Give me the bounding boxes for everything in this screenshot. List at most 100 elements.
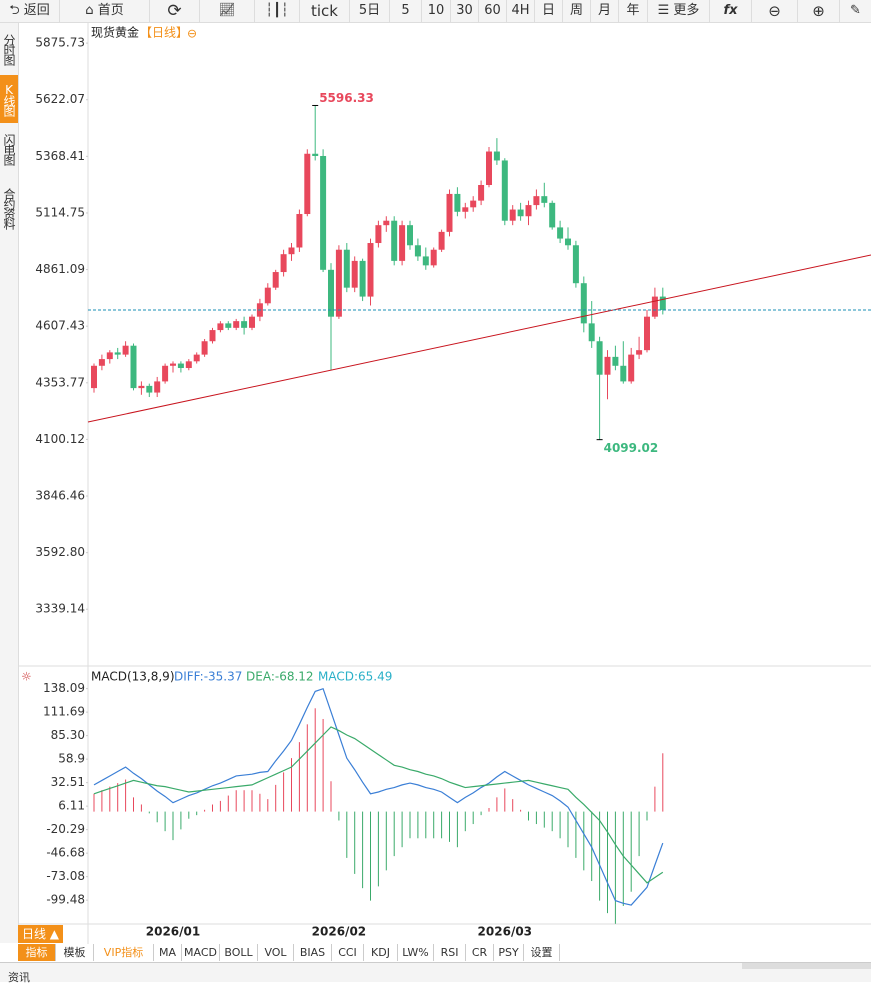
y-tick-label: 5368.41 bbox=[35, 149, 85, 163]
side-tab[interactable]: 分时图 bbox=[2, 34, 16, 64]
more-button[interactable]: ☰ 更多 bbox=[648, 0, 710, 22]
candle-body bbox=[272, 272, 279, 288]
period-30[interactable]: 30 bbox=[451, 0, 479, 22]
candle-body bbox=[375, 225, 382, 244]
period-60[interactable]: 60 bbox=[479, 0, 507, 22]
candle-body bbox=[493, 151, 500, 161]
period-10[interactable]: 10 bbox=[422, 0, 451, 22]
period-year[interactable]: 年 bbox=[619, 0, 648, 22]
y-tick-label: 4607.43 bbox=[35, 319, 85, 333]
side-tabs: 分时图 K线图 闪电图 合约资料 bbox=[0, 23, 19, 943]
draw-button[interactable]: ✎ bbox=[850, 3, 861, 18]
y-tick-label: -46.68 bbox=[46, 846, 85, 860]
candle-body bbox=[470, 200, 477, 208]
indicator-tab[interactable]: BOLL bbox=[220, 944, 258, 961]
macd-title: MACD(13,8,9) bbox=[91, 670, 175, 684]
y-tick-label: 5875.73 bbox=[35, 36, 85, 50]
period-5[interactable]: 5 bbox=[390, 0, 422, 22]
period-4h[interactable]: 4H bbox=[507, 0, 535, 22]
candle-body bbox=[138, 385, 145, 389]
period-month[interactable]: 月 bbox=[591, 0, 619, 22]
candle-body bbox=[98, 359, 105, 366]
macd-line bbox=[93, 687, 664, 906]
candle-body bbox=[343, 249, 350, 288]
zoom-out-button[interactable]: ⊖ bbox=[752, 0, 798, 22]
indicator-tab[interactable]: KDJ bbox=[364, 944, 398, 961]
candle-body bbox=[478, 185, 485, 201]
candle-body bbox=[114, 352, 121, 355]
indicator-tab[interactable]: MACD bbox=[182, 944, 220, 961]
y-tick-label: 3846.46 bbox=[35, 489, 85, 503]
formula-button[interactable]: fx bbox=[710, 0, 752, 22]
indicator-tab[interactable]: CR bbox=[466, 944, 494, 961]
candle-body bbox=[636, 350, 643, 355]
y-tick-label: -20.29 bbox=[46, 822, 85, 836]
y-tick-label: 5114.75 bbox=[35, 205, 85, 219]
candle-body bbox=[351, 260, 358, 288]
period-tick[interactable]: tick bbox=[300, 0, 350, 22]
indicator-tab[interactable]: MA bbox=[154, 944, 182, 961]
period-week[interactable]: 周 bbox=[563, 0, 591, 22]
candle-body bbox=[225, 323, 232, 328]
candle-body bbox=[572, 245, 579, 284]
chart-type-button[interactable]: 📈︎ bbox=[200, 0, 255, 22]
candle-type-button[interactable]: ┆┃┆ bbox=[255, 0, 300, 22]
candle-body bbox=[588, 323, 595, 342]
candle-body bbox=[328, 269, 334, 317]
y-tick-label: 5622.07 bbox=[35, 92, 85, 106]
candle-body bbox=[628, 354, 635, 382]
indicator-tab[interactable]: PSY bbox=[494, 944, 524, 961]
y-tick-label: -73.08 bbox=[46, 869, 85, 883]
footer-bar: 资讯 bbox=[0, 962, 871, 984]
side-tab[interactable]: 合约资料 bbox=[2, 188, 16, 228]
indicator-tab[interactable]: VIP指标 bbox=[94, 944, 154, 961]
chart-subtitle: 【日线】 bbox=[140, 26, 188, 40]
toolbar: ⮌ 返回 ⌂ 首页 ⟳ 📈︎ ┆┃┆ tick 5日 5 10 30 60 4H… bbox=[0, 0, 871, 23]
home-button[interactable]: ⌂ 首页 bbox=[60, 0, 150, 22]
indicator-tab[interactable]: BIAS bbox=[294, 944, 332, 961]
indicator-tab[interactable]: 指标 bbox=[18, 944, 56, 961]
y-tick-label: 3339.14 bbox=[35, 602, 85, 616]
candle-body bbox=[359, 260, 366, 297]
candle-body bbox=[217, 323, 224, 331]
x-tick-label: 2026/01 bbox=[146, 925, 200, 939]
period-selector[interactable]: 日线 ▲ bbox=[18, 925, 63, 943]
chart: 现货黄金 【日线】⊖ 5875.73 5622.07 5368.41 5114.75 486… bbox=[18, 23, 871, 944]
candle-body bbox=[154, 381, 161, 393]
indicator-tab[interactable]: 模板 bbox=[56, 944, 94, 961]
zoom-in-button[interactable]: ⊕ bbox=[798, 0, 840, 22]
candle-body bbox=[525, 205, 532, 217]
back-button[interactable]: ⮌ 返回 bbox=[0, 0, 60, 22]
side-tab[interactable]: 闪电图 bbox=[2, 134, 16, 164]
candle-body bbox=[486, 151, 492, 185]
candle-body bbox=[130, 345, 137, 389]
macd-line bbox=[93, 726, 664, 884]
candle-body bbox=[91, 365, 97, 389]
candle-body bbox=[430, 249, 437, 266]
candle-body bbox=[280, 254, 287, 273]
candle-body bbox=[264, 287, 271, 304]
candle-body bbox=[146, 385, 153, 393]
candle-body bbox=[501, 160, 508, 221]
candle-body bbox=[557, 227, 564, 239]
y-tick-label: 111.69 bbox=[43, 705, 85, 719]
candle-body bbox=[454, 193, 461, 212]
period-day[interactable]: 日 bbox=[535, 0, 563, 22]
indicator-tab[interactable]: 设置 bbox=[524, 944, 560, 961]
indicator-tab[interactable]: CCI bbox=[332, 944, 364, 961]
candle-body bbox=[241, 321, 248, 328]
x-tick-label: 2026/02 bbox=[312, 925, 366, 939]
candle-body bbox=[296, 214, 303, 248]
side-tab-active[interactable]: K线图 bbox=[0, 75, 18, 123]
refresh-button[interactable]: ⟳ bbox=[150, 0, 200, 22]
indicator-tab[interactable]: RSI bbox=[434, 944, 466, 961]
candle-body bbox=[391, 220, 398, 261]
candle-body bbox=[122, 345, 129, 355]
y-tick-label: 4100.12 bbox=[35, 432, 85, 446]
footer-tab[interactable]: 资讯 bbox=[8, 971, 30, 984]
indicator-tab[interactable]: VOL bbox=[258, 944, 294, 961]
candle-body bbox=[193, 354, 200, 362]
indicator-tab[interactable]: LW% bbox=[398, 944, 434, 961]
period-5d[interactable]: 5日 bbox=[350, 0, 390, 22]
